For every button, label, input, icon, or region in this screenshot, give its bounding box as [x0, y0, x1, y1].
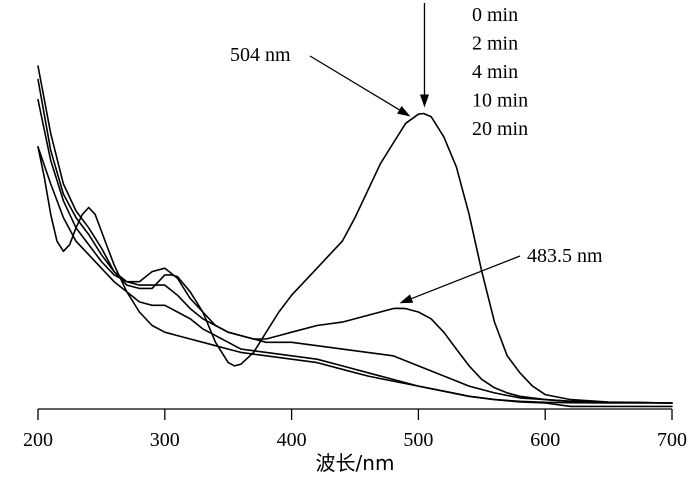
- legend-entry-4-min: 4 min: [472, 61, 518, 83]
- series-line-2-min: [37, 78, 673, 404]
- x-ticks: 200 300 400 500 600 700: [23, 409, 687, 451]
- series-line-4-min: [37, 98, 673, 404]
- x-tick-label-200: 200: [23, 429, 53, 451]
- annotation-504nm-arrow: [309, 55, 411, 117]
- annotation-483-5nm: 483.5 nm: [527, 245, 603, 267]
- annotation-vertical-arrow: [419, 3, 429, 108]
- legend-entry-2-min: 2 min: [472, 33, 518, 55]
- x-tick-label-500: 500: [403, 429, 433, 451]
- curves-group: [37, 65, 673, 408]
- x-tick-label-600: 600: [530, 429, 560, 451]
- annotations: 504 nm 483.5 nm: [230, 3, 603, 304]
- series-line-20-min: [37, 146, 673, 408]
- legend-entry-10-min: 10 min: [472, 90, 528, 112]
- x-tick-label-300: 300: [150, 429, 180, 451]
- x-axis-title: 波长/nm: [316, 451, 395, 475]
- legend-entry-20-min: 20 min: [472, 118, 528, 140]
- annotation-504nm: 504 nm: [230, 44, 291, 66]
- series-line-10-min: [37, 146, 673, 404]
- series-line-0-min: [37, 65, 673, 404]
- legend: 0 min 2 min 4 min 10 min 20 min: [472, 4, 528, 140]
- x-tick-label-400: 400: [277, 429, 307, 451]
- legend-entry-0-min: 0 min: [472, 4, 518, 26]
- annotation-483-5nm-arrow: [399, 255, 521, 304]
- x-tick-label-700: 700: [657, 429, 687, 451]
